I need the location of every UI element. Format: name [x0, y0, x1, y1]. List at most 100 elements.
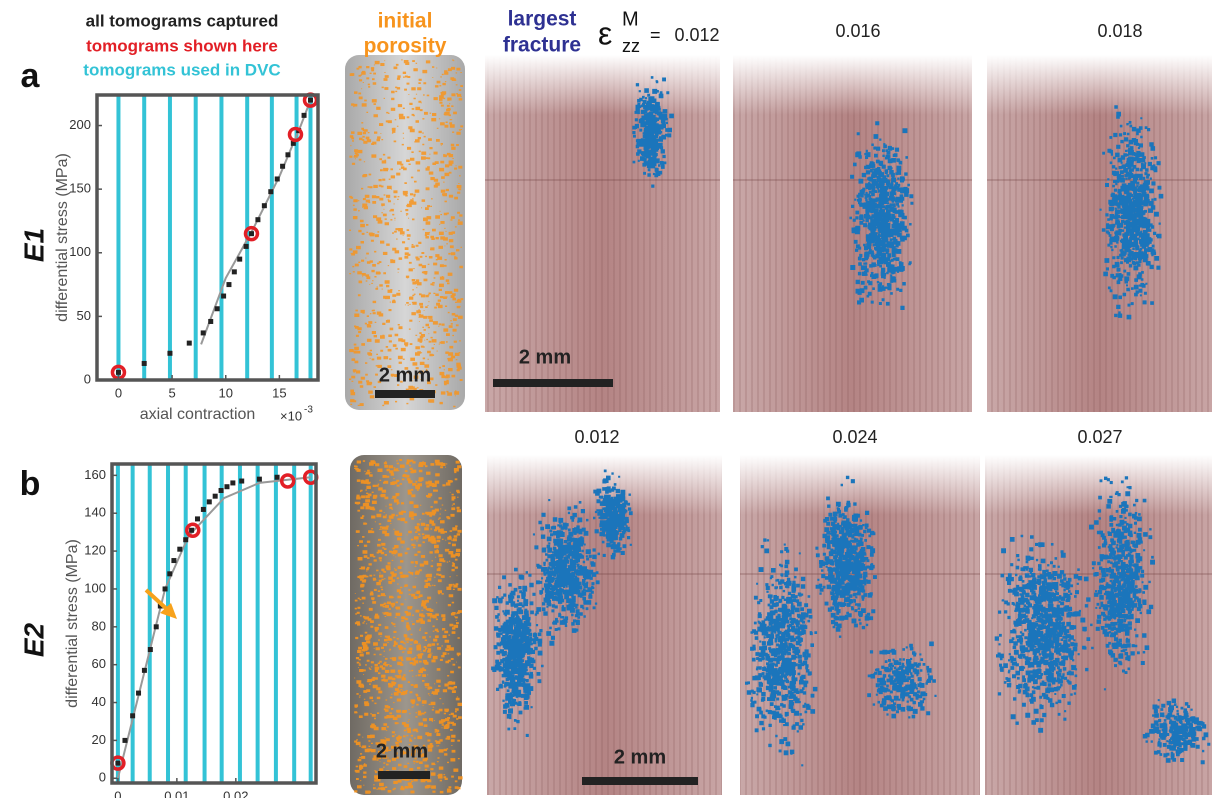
y-tick-label: 40: [92, 694, 106, 709]
tomogram-point: [275, 176, 280, 181]
strain-value: 0.018: [1097, 21, 1142, 41]
y-tick-label: 120: [84, 543, 106, 558]
specimen-top: [740, 455, 980, 515]
tomogram-point: [215, 306, 220, 311]
y-tick-label: 0: [84, 371, 91, 386]
y-tick-label: 50: [77, 308, 91, 323]
plot-area: [112, 464, 316, 783]
strain-value: 0.016: [835, 21, 880, 41]
tomogram-point: [268, 189, 273, 194]
column-title: initial: [378, 10, 433, 33]
specimen-top: [985, 455, 1212, 515]
plot-area: [97, 95, 318, 380]
strain-superscript: M: [622, 8, 639, 30]
y-tick-label: 20: [92, 732, 106, 747]
tomogram-point: [249, 231, 254, 236]
specimen-top: [987, 55, 1212, 115]
scale-bar: [582, 777, 698, 785]
tomogram-point: [280, 164, 285, 169]
tomogram-point: [237, 257, 242, 262]
x-tick-label: 0: [114, 788, 121, 798]
y-tick-label: 100: [69, 244, 91, 259]
scale-bar-label: 2 mm: [519, 346, 571, 368]
tomogram-point: [302, 113, 307, 118]
x-multiplier: ×10: [280, 408, 302, 423]
specimen-top: [485, 55, 720, 115]
strain-symbol: ε: [598, 15, 612, 51]
tomogram-point: [221, 294, 226, 299]
panel-label: a: [21, 57, 41, 95]
scale-bar-label: 2 mm: [376, 740, 428, 762]
y-tick-label: 0: [99, 770, 106, 785]
tomogram-point: [213, 494, 218, 499]
chart: 050100150200051015differential stress (M…: [54, 94, 318, 423]
column-title: largest: [508, 8, 577, 31]
chart: 0 20 40 60 80 100 120 140 160 0 0.01 0.02 differenti…: [64, 464, 316, 798]
tomogram-point: [262, 203, 267, 208]
tomogram-point: [239, 479, 244, 484]
x-multiplier-exponent: -3: [304, 405, 313, 416]
tomogram-point: [308, 98, 313, 103]
x-tick-label: 0.01: [164, 788, 189, 798]
figure: 050100150200051015differential stress (M…: [0, 0, 1214, 798]
tomogram-point: [232, 269, 237, 274]
tomogram-point: [142, 668, 147, 673]
tomogram-point: [257, 477, 262, 482]
legend-entry: tomograms shown here: [86, 36, 278, 55]
experiment-label: E1: [18, 228, 49, 262]
x-tick-label: 10: [219, 385, 233, 400]
tomogram-point: [171, 558, 176, 563]
strain-equals: =: [650, 25, 661, 45]
tomogram-point: [230, 480, 235, 485]
strain-value: 0.012: [674, 25, 719, 45]
tomogram-point: [130, 713, 135, 718]
scale-bar: [378, 771, 430, 779]
tomogram-point: [219, 488, 224, 493]
tomogram-point: [275, 475, 280, 480]
y-tick-label: 80: [92, 618, 106, 633]
column-title: fracture: [503, 34, 581, 57]
images: [345, 55, 1212, 795]
x-tick-label: 0.02: [223, 788, 248, 798]
tomogram-point: [187, 341, 192, 346]
panel-label: b: [20, 465, 41, 503]
scale-bar-label: 2 mm: [379, 364, 431, 386]
y-tick-label: 100: [84, 580, 106, 595]
scale-bar: [493, 379, 613, 387]
strain-value: 0.024: [832, 427, 877, 447]
tomogram-point: [244, 244, 249, 249]
specimen-top: [733, 55, 972, 115]
tomogram-point: [224, 484, 229, 489]
tomogram-point: [255, 217, 260, 222]
tomogram-point: [163, 586, 168, 591]
column-title: porosity: [364, 35, 447, 58]
tomogram-point: [183, 537, 188, 542]
y-tick-label: 60: [92, 656, 106, 671]
tomogram-point: [208, 319, 213, 324]
strain-value: 0.027: [1077, 427, 1122, 447]
tomogram-point: [195, 516, 200, 521]
tomogram-point: [189, 528, 194, 533]
tomogram-point: [136, 691, 141, 696]
legend-entry: tomograms used in DVC: [83, 60, 280, 79]
tomogram-point: [226, 282, 231, 287]
x-tick-label: 15: [272, 385, 286, 400]
x-tick-label: 0: [115, 385, 122, 400]
tomogram-point: [207, 499, 212, 504]
y-tick-label: 160: [84, 467, 106, 482]
y-axis-label: differential stress (MPa): [54, 153, 71, 322]
tomogram-point: [122, 738, 127, 743]
x-tick-label: 5: [168, 385, 175, 400]
y-tick-label: 140: [84, 505, 106, 520]
tomogram-point: [142, 361, 147, 366]
tomogram-point: [167, 571, 172, 576]
tomogram-point: [116, 370, 121, 375]
tomogram-point: [285, 152, 290, 157]
tomogram-point: [154, 624, 159, 629]
y-axis-label: differential stress (MPa): [64, 539, 81, 708]
y-tick-label: 150: [69, 181, 91, 196]
strain-value: 0.012: [574, 427, 619, 447]
strain-subscript: zz: [622, 36, 640, 56]
x-axis-label: axial contraction: [140, 406, 256, 423]
